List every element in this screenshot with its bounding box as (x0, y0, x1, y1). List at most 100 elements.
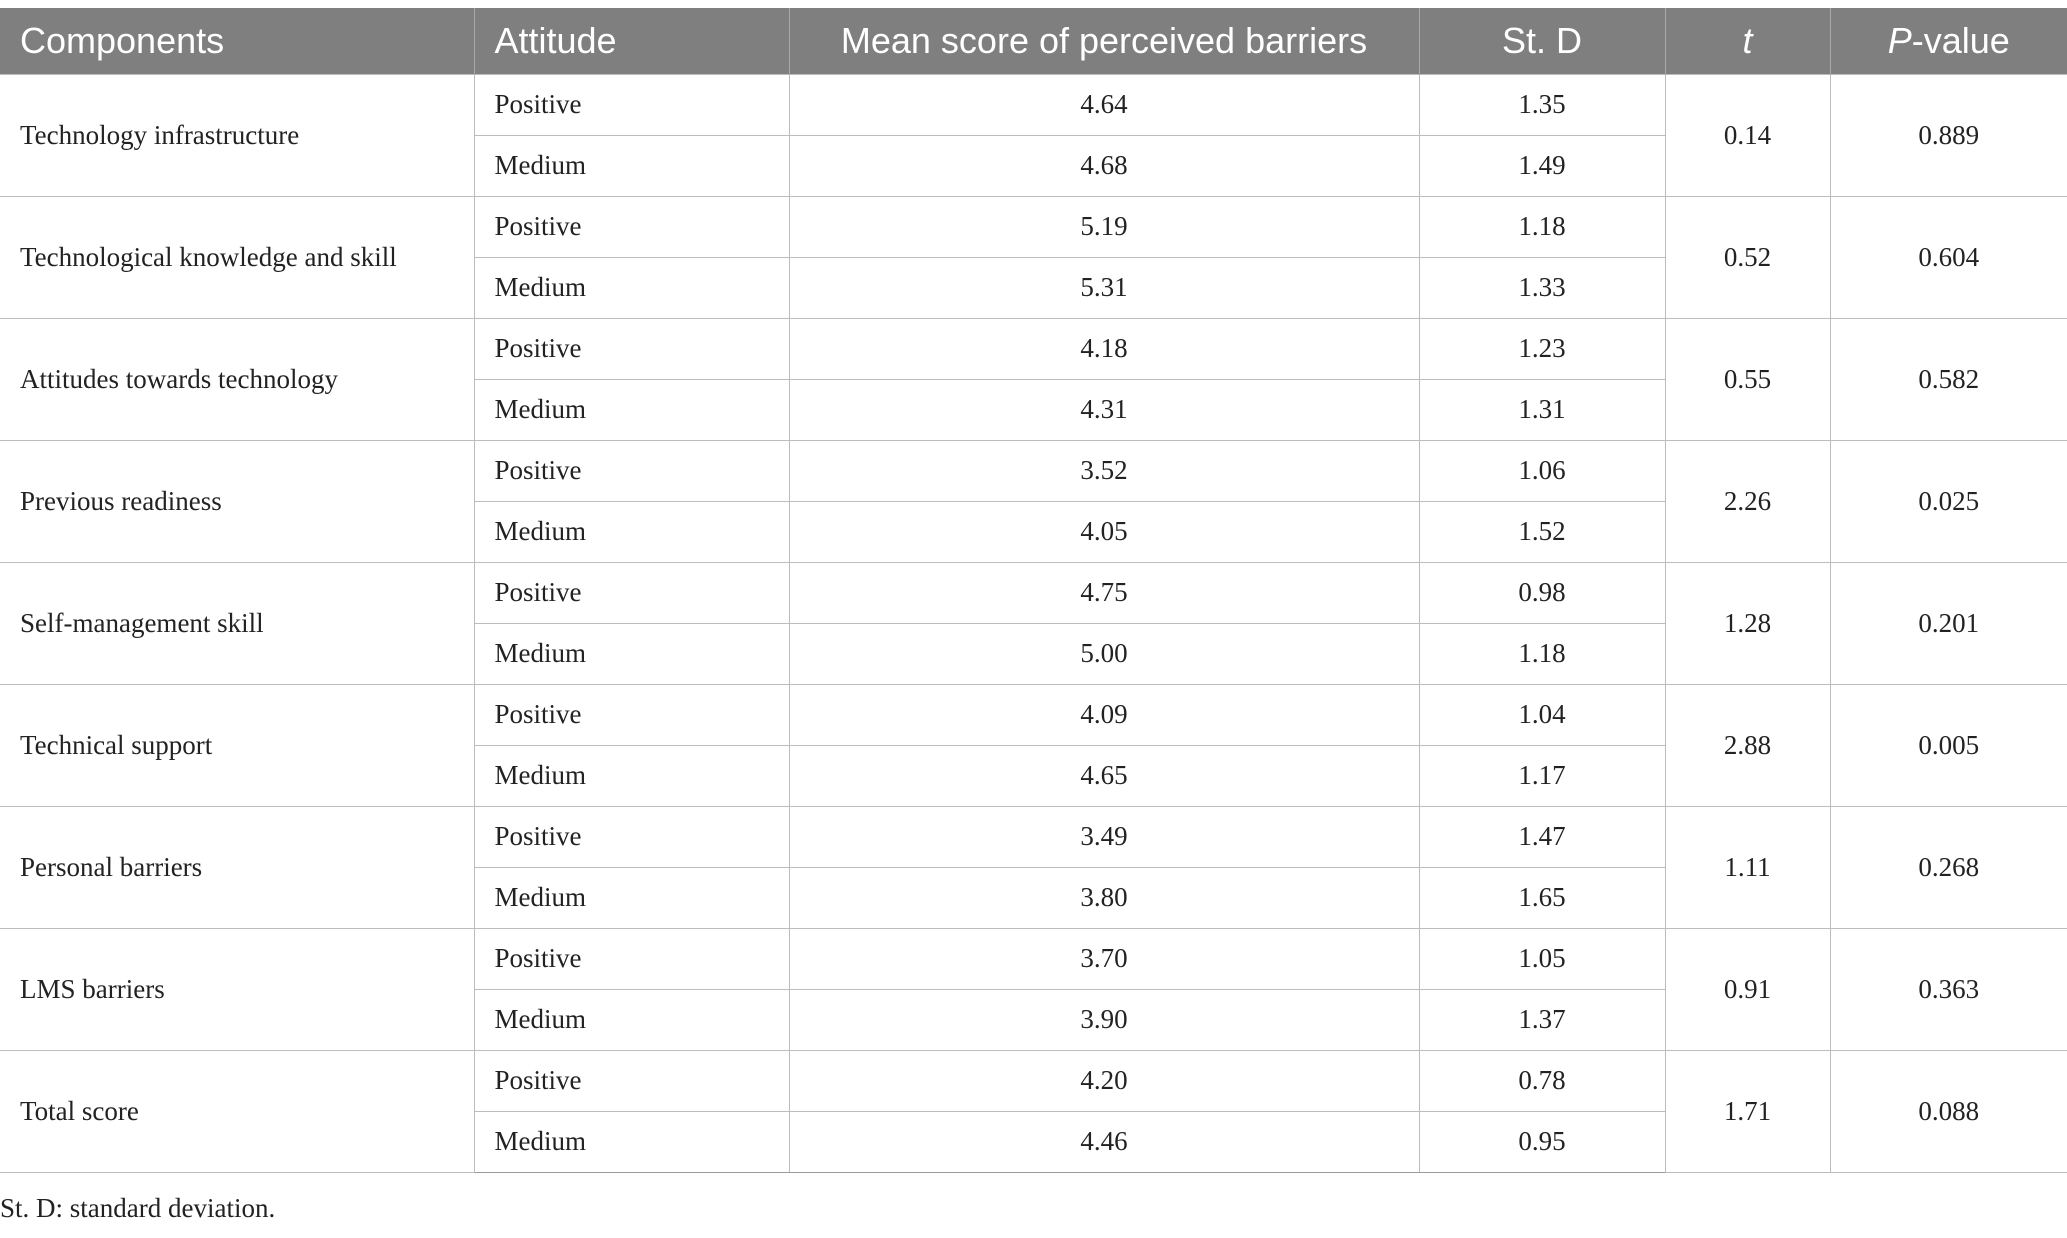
mean-score-cell: 4.68 (788, 134, 1420, 197)
attitude-cell: Medium (474, 1110, 790, 1173)
mean-score-cell: 4.31 (788, 378, 1420, 441)
table-row: LMS barriers Positive 3.70 1.05 0.91 0.363 (0, 927, 2067, 1051)
component-cell: Previous readiness (0, 439, 475, 563)
p-value-cell: 0.025 (1829, 439, 2067, 563)
t-value-cell: 0.52 (1664, 195, 1831, 319)
st-d-cell: 1.49 (1418, 134, 1665, 197)
st-d-cell: 1.06 (1418, 439, 1666, 502)
st-d-cell: 1.31 (1418, 378, 1665, 441)
st-d-cell: 1.18 (1418, 622, 1665, 685)
table-row: Medium 5.00 1.18 (0, 622, 2067, 685)
header-p-italic: P (1887, 19, 1912, 61)
st-d-cell: 1.37 (1418, 988, 1665, 1051)
attitude-cell: Positive (473, 73, 790, 136)
mean-score-cell: 5.31 (788, 256, 1420, 319)
p-value-cell: 0.268 (1829, 805, 2067, 929)
mean-score-cell: 4.46 (788, 1110, 1420, 1173)
p-value-cell: 0.889 (1829, 73, 2067, 197)
mean-score-cell: 4.09 (788, 683, 1420, 746)
mean-score-cell: 4.05 (788, 500, 1420, 563)
st-d-cell: 1.23 (1418, 317, 1666, 380)
t-value-cell: 1.11 (1664, 805, 1831, 929)
mean-score-cell: 4.20 (788, 1049, 1420, 1112)
attitude-cell: Medium (474, 622, 790, 685)
t-value-cell: 0.55 (1664, 317, 1831, 441)
component-cell: Technology infrastructure (0, 73, 475, 197)
component-cell: Technical support (0, 683, 475, 807)
attitude-cell: Medium (474, 378, 790, 441)
st-d-cell: 1.05 (1418, 927, 1666, 990)
table-row: Medium 5.31 1.33 (0, 256, 2067, 319)
st-d-cell: 0.98 (1418, 561, 1666, 624)
mean-score-cell: 5.00 (788, 622, 1420, 685)
header-components: Components (0, 8, 474, 74)
st-d-cell: 1.35 (1418, 73, 1666, 136)
mean-score-cell: 3.49 (788, 805, 1420, 868)
component-cell: Self-management skill (0, 561, 475, 685)
attitude-cell: Medium (474, 988, 790, 1051)
mean-score-cell: 4.64 (788, 73, 1420, 136)
mean-score-cell: 5.19 (788, 195, 1420, 258)
attitude-cell: Positive (473, 317, 790, 380)
t-value-cell: 0.91 (1664, 927, 1831, 1051)
table-row: Self-management skill Positive 4.75 0.98 1.2… (0, 561, 2067, 685)
results-table: Components Attitude Mean score of percei… (0, 8, 2067, 1173)
component-cell: Attitudes towards technology (0, 317, 475, 441)
attitude-cell: Medium (474, 866, 790, 929)
mean-score-cell: 3.90 (788, 988, 1420, 1051)
header-p-rest: -value (1911, 19, 2010, 61)
table-row: Medium 4.46 0.95 (0, 1110, 2067, 1173)
attitude-cell: Positive (473, 927, 790, 990)
table-row: Personal barriers Positive 3.49 1.47 1.11 0.2… (0, 805, 2067, 929)
table-row: Total score Positive 4.20 0.78 1.71 0.088 (0, 1049, 2067, 1173)
table-row: Technological knowledge and skill Positiv… (0, 195, 2067, 319)
component-cell: Technological knowledge and skill (0, 195, 475, 319)
header-mean-score: Mean score of perceived barriers (788, 8, 1419, 74)
header-row: Components Attitude Mean score of percei… (0, 8, 2067, 74)
t-value-cell: 2.26 (1664, 439, 1831, 563)
table-row: Technology infrastructure Positive 4.64 1.3… (0, 73, 2067, 197)
st-d-cell: 0.78 (1418, 1049, 1666, 1112)
t-value-cell: 0.14 (1664, 73, 1831, 197)
table-row: Medium 4.05 1.52 (0, 500, 2067, 563)
st-d-cell: 1.17 (1418, 744, 1665, 807)
st-d-cell: 1.04 (1418, 683, 1666, 746)
attitude-cell: Positive (473, 195, 790, 258)
table-row: Previous readiness Positive 3.52 1.06 2.26 0.… (0, 439, 2067, 563)
table-row: Medium 4.65 1.17 (0, 744, 2067, 807)
p-value-cell: 0.582 (1829, 317, 2067, 441)
header-p-value: P-value (1829, 8, 2067, 74)
table-row: Medium 3.90 1.37 (0, 988, 2067, 1051)
st-d-cell: 1.65 (1418, 866, 1665, 929)
table-row: Technical support Positive 4.09 1.04 2.88 0.0… (0, 683, 2067, 807)
mean-score-cell: 3.52 (788, 439, 1420, 502)
st-d-cell: 1.52 (1418, 500, 1665, 563)
mean-score-cell: 4.75 (788, 561, 1420, 624)
header-t: t (1664, 8, 1830, 74)
mean-score-cell: 4.18 (788, 317, 1420, 380)
mean-score-cell: 3.80 (788, 866, 1420, 929)
t-value-cell: 1.71 (1664, 1049, 1831, 1173)
attitude-cell: Positive (473, 1049, 790, 1112)
header-attitude: Attitude (473, 8, 789, 74)
component-cell: Personal barriers (0, 805, 475, 929)
p-value-cell: 0.363 (1829, 927, 2067, 1051)
table-row: Medium 3.80 1.65 (0, 866, 2067, 929)
mean-score-cell: 3.70 (788, 927, 1420, 990)
p-value-cell: 0.088 (1829, 1049, 2067, 1173)
p-value-cell: 0.005 (1829, 683, 2067, 807)
table-body: Technology infrastructure Positive 4.64 1.3… (0, 73, 2067, 1173)
p-value-cell: 0.201 (1829, 561, 2067, 685)
p-value-cell: 0.604 (1829, 195, 2067, 319)
t-value-cell: 2.88 (1664, 683, 1831, 807)
component-cell: Total score (0, 1049, 475, 1173)
attitude-cell: Medium (474, 256, 790, 319)
st-d-cell: 1.33 (1418, 256, 1665, 319)
table-row: Attitudes towards technology Positive 4.18… (0, 317, 2067, 441)
attitude-cell: Medium (474, 134, 790, 197)
attitude-cell: Positive (473, 561, 790, 624)
attitude-cell: Positive (473, 683, 790, 746)
st-d-cell: 1.47 (1418, 805, 1666, 868)
attitude-cell: Medium (474, 744, 790, 807)
st-d-cell: 0.95 (1418, 1110, 1665, 1173)
